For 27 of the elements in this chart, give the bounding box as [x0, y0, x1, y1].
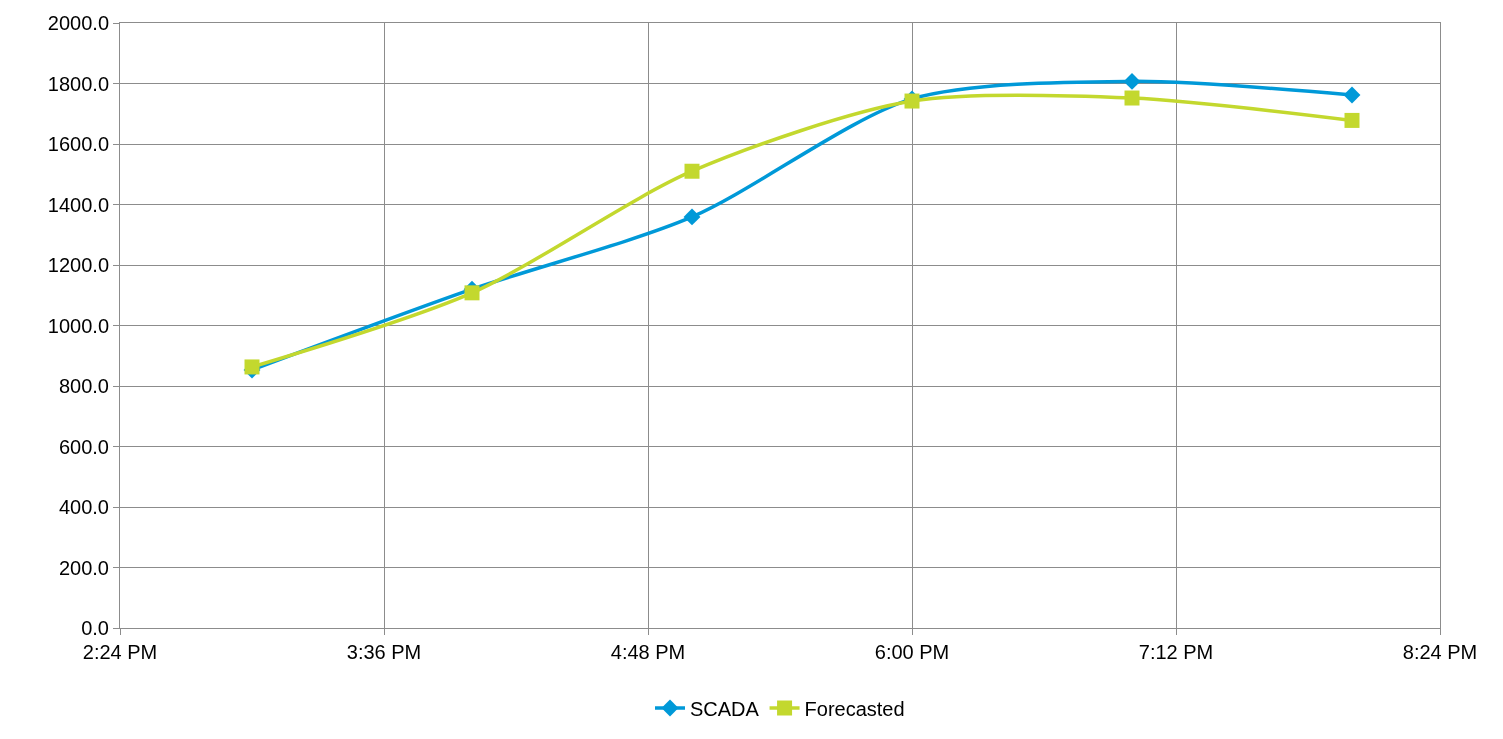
x-tick-label: 8:24 PM: [1402, 641, 1478, 663]
legend-label: Forecasted: [804, 697, 905, 720]
x-tick-label: 4:48 PM: [610, 641, 686, 663]
x-tick-label: 6:00 PM: [874, 641, 950, 663]
y-tick-label: 2000.0: [47, 12, 109, 34]
point: [1123, 72, 1141, 90]
point: [1124, 90, 1140, 106]
legend-label: SCADA: [690, 697, 760, 720]
point: [1344, 112, 1360, 128]
point: [683, 208, 701, 226]
y-tick-label: 0.0: [81, 617, 109, 639]
y-tick-label: 1400.0: [47, 193, 109, 216]
point: [1343, 86, 1361, 104]
y-tick-label: 1600.0: [47, 133, 109, 155]
y-tick-label: 800.0: [58, 375, 109, 397]
point: [464, 285, 480, 301]
y-tick-label: 200.0: [58, 556, 109, 579]
x-tick-label: 3:36 PM: [346, 641, 422, 663]
y-tick-label: 600.0: [58, 435, 109, 458]
point: [244, 359, 260, 375]
y-tick-label: 1800.0: [47, 72, 109, 95]
point: [684, 163, 700, 179]
y-tick-label: 400.0: [58, 496, 109, 518]
x-tick-label: 2:24 PM: [82, 641, 158, 663]
y-tick-label: 1000.0: [47, 314, 109, 337]
y-tick-label: 1200.0: [47, 254, 109, 276]
x-tick-label: 7:12 PM: [1138, 641, 1214, 663]
